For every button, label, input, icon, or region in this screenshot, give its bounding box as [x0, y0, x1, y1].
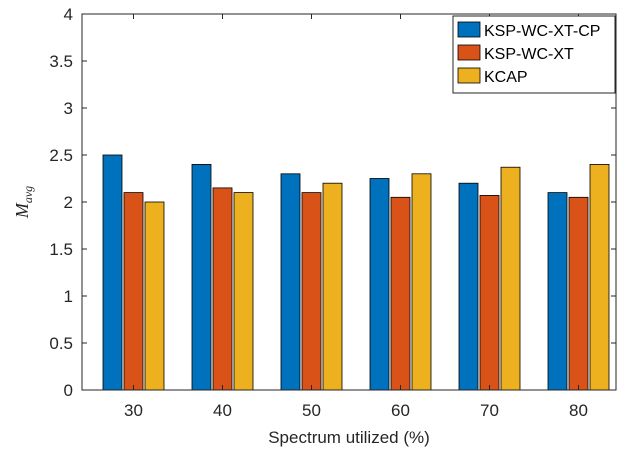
x-tick-label: 60 — [391, 401, 410, 420]
y-tick-label: 2.5 — [49, 146, 73, 165]
bar-kcap-50 — [322, 182, 343, 391]
y-tick-label: 1.5 — [49, 240, 73, 259]
tick-labels: 0 0.5 1 1.5 2 2.5 3 3.5 4 30 40 50 60 70 80 — [49, 5, 588, 420]
legend-swatch-ksp-wc-xt-cp — [457, 21, 481, 38]
bar-ksp-wc-xt-60 — [390, 196, 411, 391]
bar-ksp-wc-xt-80 — [568, 196, 589, 391]
bar-ksp-wc-xt-40 — [212, 187, 233, 391]
x-tick-label: 70 — [480, 401, 499, 420]
bar-kcap-40 — [233, 192, 254, 391]
x-axis-label: Spectrum utilized (%) — [268, 428, 430, 447]
x-tick-label: 30 — [124, 401, 143, 420]
bar-kcap-70 — [500, 166, 521, 391]
y-tick-label: 3 — [64, 99, 73, 118]
bar-ksp-wc-xt-cp-60 — [369, 178, 390, 391]
bar-kcap-80 — [589, 163, 610, 391]
legend-swatch-kcap — [457, 67, 481, 84]
y-tick-label: 4 — [64, 5, 73, 24]
legend-label-kcap: KCAP — [484, 69, 528, 86]
legend-label-ksp-wc-xt-cp: KSP-WC-XT-CP — [484, 23, 600, 40]
y-axis-label-main: M — [12, 202, 32, 219]
bar-ksp-wc-xt-70 — [479, 195, 500, 391]
bar-ksp-wc-xt-cp-80 — [547, 192, 568, 391]
bar-kcap-30 — [144, 201, 165, 391]
legend-label-ksp-wc-xt: KSP-WC-XT — [484, 46, 574, 63]
bar-ksp-wc-xt-50 — [301, 192, 322, 391]
bar-ksp-wc-xt-cp-50 — [280, 173, 301, 391]
y-tick-label: 2 — [64, 193, 73, 212]
y-tick-label: 0.5 — [49, 334, 73, 353]
legend-swatch-ksp-wc-xt — [457, 44, 481, 61]
bar-ksp-wc-xt-cp-70 — [458, 182, 479, 391]
x-tick-label: 80 — [569, 401, 588, 420]
bar-group — [102, 154, 610, 391]
y-tick-label: 3.5 — [49, 52, 73, 71]
x-tick-label: 50 — [302, 401, 321, 420]
bar-ksp-wc-xt-cp-30 — [102, 154, 123, 391]
bar-ksp-wc-xt-30 — [123, 192, 144, 391]
y-tick-label: 0 — [64, 381, 73, 400]
bar-kcap-60 — [411, 173, 432, 391]
y-axis-label-sub: avg — [21, 186, 35, 203]
y-tick-label: 1 — [64, 287, 73, 306]
bar-ksp-wc-xt-cp-40 — [191, 163, 212, 391]
y-axis-label: Mavg — [12, 186, 35, 219]
legend: KSP-WC-XT-CP KSP-WC-XT KCAP — [452, 15, 616, 94]
x-tick-label: 40 — [213, 401, 232, 420]
axes — [81, 13, 617, 391]
